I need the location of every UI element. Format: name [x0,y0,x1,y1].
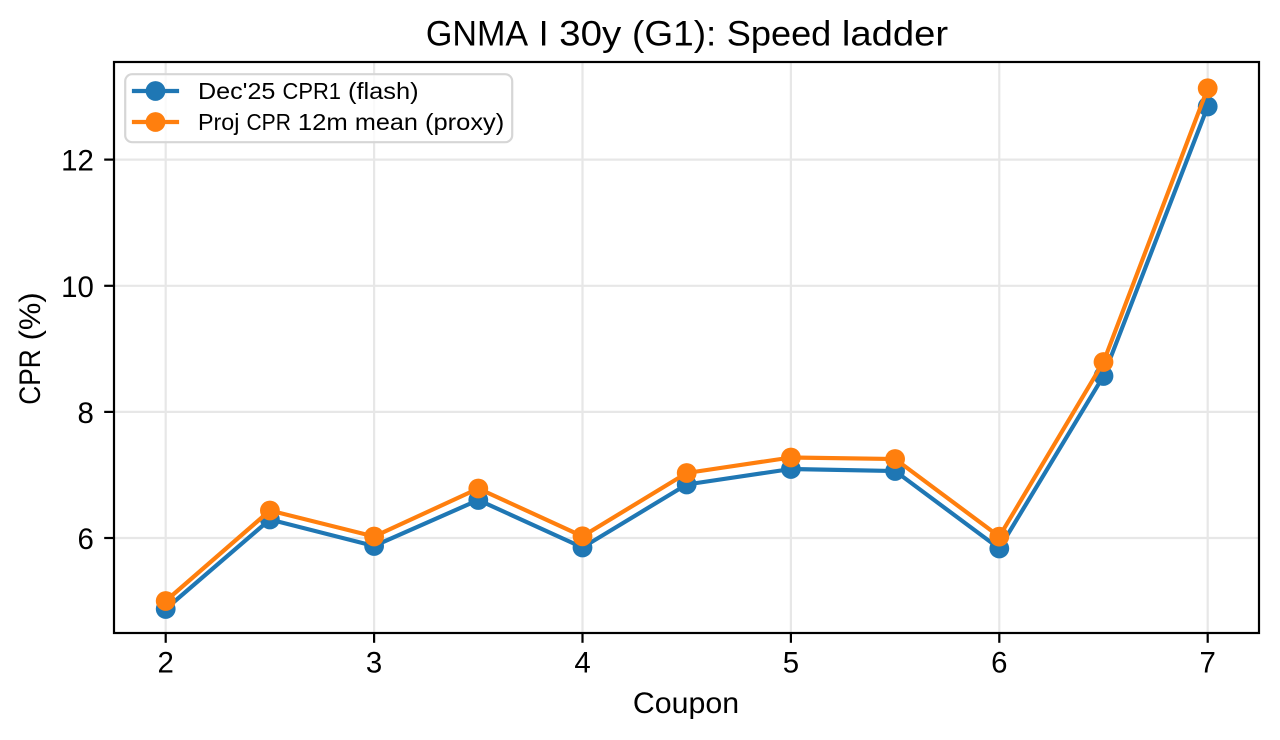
svg-text:2: 2 [158,647,174,680]
svg-text:ladder: ladder [842,15,948,54]
svg-text:Coupon: Coupon [633,687,739,720]
svg-text:(G1):: (G1): [632,15,716,54]
svg-text:30y: 30y [559,15,621,54]
svg-text:mean: mean [355,109,418,135]
svg-text:6: 6 [77,523,93,556]
svg-text:12: 12 [61,145,94,178]
svg-text:4: 4 [574,647,590,680]
svg-text:GNMA: GNMA [426,15,529,54]
svg-text:Proj: Proj [198,109,239,135]
svg-text:5: 5 [783,647,799,680]
svg-text:6: 6 [991,647,1007,680]
svg-text:(flash): (flash) [348,78,419,104]
svg-text:Speed: Speed [727,15,832,54]
svg-text:(%): (%) [14,292,47,340]
svg-text:(proxy): (proxy) [425,109,504,135]
svg-text:CPR: CPR [14,349,47,404]
svg-text:12m: 12m [298,109,348,135]
svg-text:CPR1: CPR1 [283,78,342,104]
svg-text:CPR: CPR [247,109,291,135]
svg-text:3: 3 [366,647,382,680]
svg-text:8: 8 [77,397,93,430]
svg-text:10: 10 [61,271,94,304]
svg-text:7: 7 [1200,647,1216,680]
svg-text:Dec'25: Dec'25 [198,78,275,104]
svg-text:I: I [539,15,549,54]
